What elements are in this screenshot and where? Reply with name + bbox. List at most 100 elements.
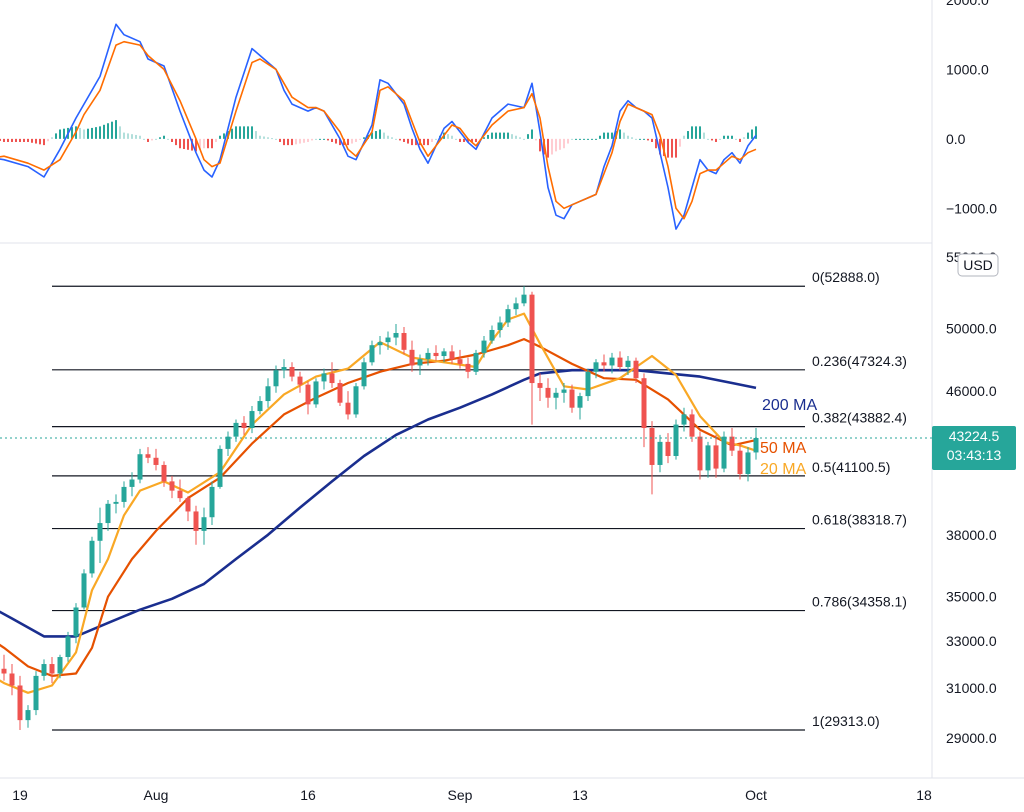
candle-body: [737, 450, 743, 475]
signal-line: [0, 40, 757, 220]
macd-histogram-bar: [235, 126, 237, 139]
macd-histogram-bar: [667, 138, 669, 158]
candle: [521, 286, 527, 307]
candle: [1, 654, 7, 681]
macd-histogram-bar: [511, 134, 513, 139]
candle-body: [49, 664, 55, 674]
candle: [81, 569, 87, 610]
macd-lines: [0, 23, 757, 230]
candle-body: [529, 294, 535, 384]
candle: [465, 357, 471, 379]
ma-line-50: [0, 338, 757, 677]
candle-body: [145, 454, 151, 458]
fib-retracement[interactable]: 0(52888.0) 0.236(47324.3) 0.382(43882.4) 0.…: [52, 269, 907, 731]
candle: [217, 445, 223, 489]
candle-body: [65, 636, 71, 658]
candle-body: [465, 363, 471, 372]
candle: [729, 428, 735, 456]
candle-body: [505, 309, 511, 323]
time-tick-label: 18: [916, 787, 932, 803]
macd-histogram-bar: [355, 138, 357, 142]
macd-histogram-bar: [143, 138, 145, 140]
macd-histogram-bar: [359, 138, 361, 140]
macd-histogram-bar: [91, 127, 93, 139]
macd-histogram-bar: [71, 127, 73, 139]
macd-histogram-bar: [0, 138, 1, 141]
candle: [321, 368, 327, 390]
candle-body: [121, 486, 127, 502]
candle-body: [745, 452, 751, 475]
macd-pane: [0, 23, 757, 230]
candle-body: [625, 360, 631, 368]
time-tick-label: Aug: [144, 787, 169, 803]
macd-histogram-bar: [703, 132, 705, 139]
candle: [265, 378, 271, 408]
macd-histogram-bar: [211, 138, 213, 149]
candle: [745, 447, 751, 482]
macd-histogram-bar: [111, 121, 113, 139]
macd-histogram-bar: [487, 134, 489, 139]
macd-histogram-bar: [335, 138, 337, 144]
macd-histogram-bar: [711, 138, 713, 141]
macd-histogram-bar: [663, 138, 665, 157]
candle-body: [649, 428, 655, 465]
fib-level-label: 1(29313.0): [812, 713, 880, 729]
currency-badge-box: [957, 253, 999, 277]
candle-body: [393, 332, 399, 338]
currency-badge[interactable]: USD: [957, 253, 999, 277]
macd-histogram-bar: [455, 138, 457, 140]
macd-histogram-bar: [395, 138, 397, 140]
candle: [513, 297, 519, 316]
macd-tick-label: 0.0: [946, 131, 966, 147]
macd-histogram-bar: [147, 138, 149, 142]
macd-histogram-bar: [255, 131, 257, 139]
time-tick-label: Oct: [745, 787, 767, 803]
macd-histogram-bar: [559, 138, 561, 150]
candle-body: [161, 464, 167, 482]
macd-histogram-bar: [659, 138, 661, 155]
macd-histogram-bar: [239, 126, 241, 139]
candle-body: [553, 392, 559, 398]
last-price-value: 43224.5: [949, 428, 1000, 444]
macd-histogram-bar: [27, 138, 29, 142]
macd-histogram-bar: [583, 138, 585, 140]
candle: [257, 396, 263, 415]
macd-histogram-bar: [15, 138, 17, 142]
macd-histogram-bar: [651, 138, 653, 142]
candle-body: [193, 511, 199, 531]
time-x-axis[interactable]: 19 Aug 16 Sep 13 Oct 18: [12, 787, 932, 803]
macd-histogram-bar: [635, 138, 637, 140]
macd-histogram-bar: [103, 124, 105, 139]
macd-histogram-bar: [43, 138, 45, 146]
macd-histogram-bar: [215, 138, 217, 142]
candle: [473, 349, 479, 375]
macd-histogram-bar: [63, 128, 65, 139]
macd-histogram-bar: [539, 138, 541, 152]
candle: [113, 494, 119, 514]
candle: [545, 378, 551, 408]
macd-histogram-bar: [295, 138, 297, 145]
macd-histogram-bar: [683, 135, 685, 139]
macd-histogram-bar: [127, 133, 129, 139]
price-y-axis[interactable]: 55000.050000.046000.038000.035000.033000…: [946, 249, 997, 746]
candle-body: [593, 362, 599, 372]
macd-histogram-bar: [23, 138, 25, 142]
candle: [377, 336, 383, 355]
candle: [585, 368, 591, 402]
candle-body: [105, 503, 111, 524]
macd-histogram-bar: [263, 136, 265, 139]
candle-body: [17, 685, 23, 721]
macd-histogram-bar: [95, 127, 97, 139]
macd-histogram-bar: [219, 135, 221, 139]
candle: [721, 431, 727, 473]
candle-body: [713, 445, 719, 469]
candle-body: [697, 436, 703, 471]
macd-histogram-bar: [723, 135, 725, 139]
macd-histogram-bar: [571, 138, 573, 140]
candle: [9, 664, 15, 696]
macd-histogram-bar: [631, 137, 633, 139]
candle-body: [457, 359, 463, 364]
macd-histogram-bar: [191, 138, 193, 151]
candle: [481, 336, 487, 358]
